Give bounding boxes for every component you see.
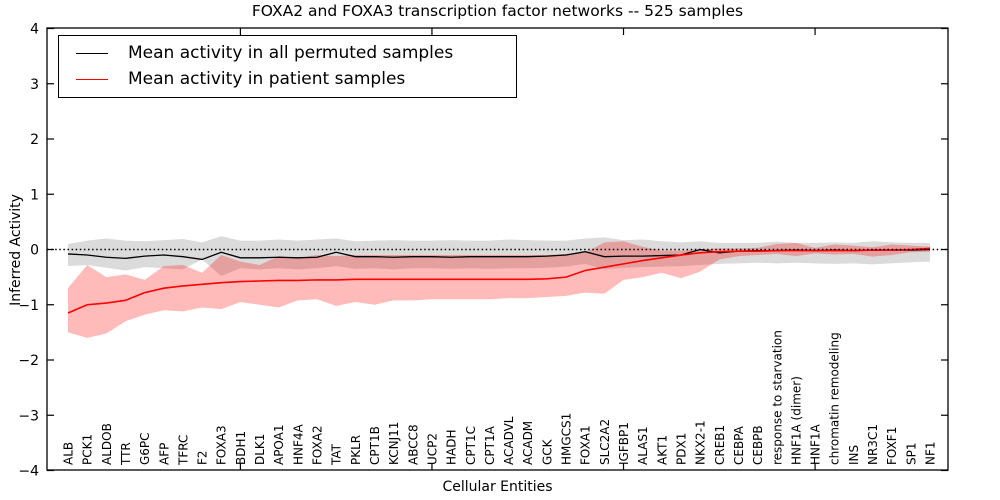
y-tick-label: −1 (18, 298, 39, 314)
x-category-label: NF1 (924, 441, 938, 465)
x-category-label: FOXA1 (579, 425, 593, 465)
y-tick-label: −4 (18, 464, 39, 480)
legend-label: Mean activity in patient samples (128, 69, 406, 89)
permuted-line-swatch (76, 53, 108, 54)
x-category-label: PCK1 (81, 434, 95, 465)
x-category-label: G6PC (138, 432, 152, 465)
x-category-label: CPT1C (464, 426, 478, 465)
x-category-label: AKT1 (655, 435, 669, 465)
x-category-label: DLK1 (253, 434, 267, 465)
x-category-label: IGFBP1 (617, 422, 631, 465)
y-axis-ticks: −4 −3 −2 −1 0 1 2 3 4 (18, 22, 948, 480)
x-category-label: KCNJ11 (387, 422, 401, 465)
patient-mean-line (67, 247, 931, 314)
y-tick-label: 3 (30, 77, 39, 93)
x-category-label: ABCC8 (406, 424, 420, 465)
x-category-label: TFRC (176, 435, 190, 466)
legend-label: Mean activity in all permuted samples (128, 43, 454, 63)
x-category-label: SLC2A2 (598, 419, 612, 465)
x-category-label: GCK (540, 438, 554, 465)
x-category-label: SP1 (904, 443, 918, 466)
x-category-label: CEBPB (751, 425, 765, 465)
y-tick-label: 1 (30, 187, 39, 203)
x-category-label: UCP2 (425, 433, 439, 465)
x-category-label: CEBPA (732, 425, 746, 465)
x-category-label: FOXF1 (885, 427, 899, 465)
x-category-label: HNF1A (809, 423, 823, 465)
patient-confidence-band (68, 241, 930, 338)
legend: Mean activity in all permuted samples Me… (58, 35, 517, 98)
x-category-label: APOA1 (272, 424, 286, 465)
x-category-label: chromatin remodeling (828, 332, 842, 465)
x-category-label: F2 (196, 450, 210, 465)
x-category-label: ACADVL (502, 416, 516, 465)
x-category-label: CREB1 (713, 425, 727, 465)
x-category-label: ALAS1 (636, 426, 650, 465)
x-axis-label: Cellular Entities (442, 479, 553, 495)
y-axis-label: Inferred Activity (8, 194, 24, 306)
x-category-label: PKLR (349, 435, 363, 465)
x-category-label: TTR (119, 442, 133, 466)
patient-line-swatch (76, 79, 108, 80)
chart-title: FOXA2 and FOXA3 transcription factor net… (251, 2, 744, 20)
x-category-label: HNF1A (dimer) (789, 376, 803, 465)
x-category-label: response to starvation (770, 330, 784, 465)
y-tick-label: −2 (18, 353, 39, 369)
x-category-labels: ALB PCK1 ALDOB TTR G6PC AFP TFRC F2 FOXA3 BDH1 DLK… (62, 330, 938, 466)
x-category-label: FOXA2 (311, 425, 325, 465)
legend-entry-patient: Mean activity in patient samples (59, 71, 516, 88)
x-category-label: HMGCS1 (560, 413, 574, 465)
x-category-label: CPT1A (483, 425, 497, 465)
x-category-label: PDX1 (674, 433, 688, 465)
y-tick-label: 0 (30, 243, 39, 259)
x-category-label: ALB (62, 442, 76, 465)
x-category-label: NKX2-1 (694, 420, 708, 465)
x-category-label: TAT (330, 443, 344, 466)
x-category-label: BDH1 (234, 431, 248, 465)
y-tick-label: 4 (30, 22, 39, 38)
x-category-label: ACADM (521, 421, 535, 465)
x-category-label: HNF4A (291, 423, 305, 465)
x-category-label: NR3C1 (866, 424, 880, 465)
legend-entry-permuted: Mean activity in all permuted samples (59, 45, 516, 62)
x-category-label: FOXA3 (215, 425, 229, 465)
x-category-label: INS (847, 445, 861, 465)
x-category-label: ALDOB (100, 423, 114, 465)
x-category-label: HADH (445, 430, 459, 466)
y-tick-label: −3 (18, 408, 39, 424)
x-category-label: AFP (157, 443, 171, 465)
y-tick-label: 2 (30, 132, 39, 148)
x-axis-ticks (239, 28, 816, 470)
x-category-label: CPT1B (368, 426, 382, 465)
